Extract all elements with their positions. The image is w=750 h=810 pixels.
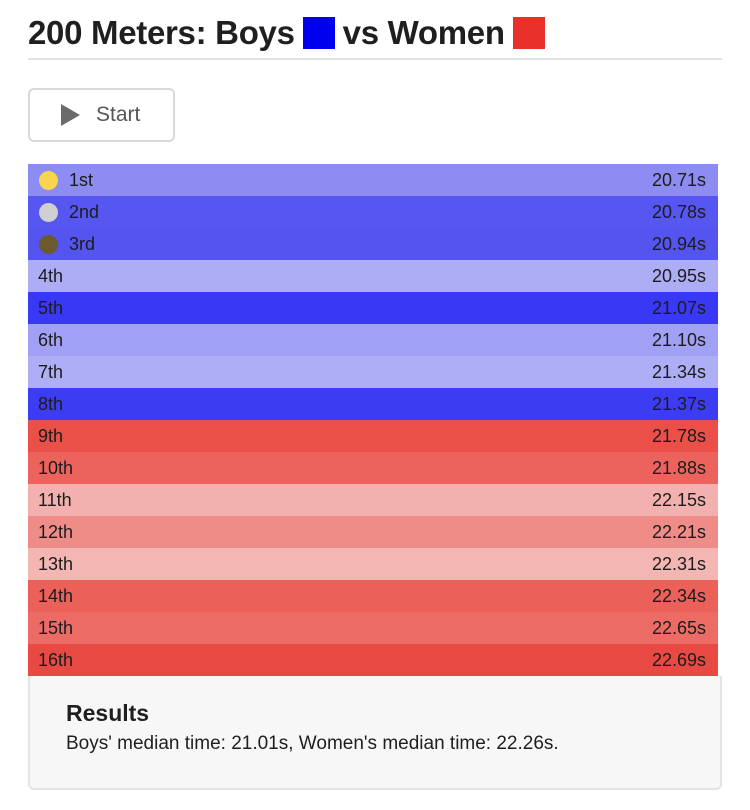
time-label: 20.78s — [651, 201, 706, 222]
race-row: 5th 21.07s — [28, 292, 718, 324]
place-label: 2nd — [69, 201, 100, 222]
race-row-left: 5th — [38, 298, 63, 319]
place-label: 8th — [38, 393, 64, 414]
time-label: 21.34s — [651, 361, 706, 382]
start-button-label: Start — [96, 103, 141, 126]
results-heading: Results — [66, 700, 150, 726]
race-row: 16th 22.69s — [28, 644, 718, 676]
race-row: 8th 21.37s — [28, 388, 718, 420]
place-label: 7th — [38, 361, 64, 382]
place-label: 5th — [38, 297, 64, 318]
time-label: 22.34s — [651, 585, 706, 606]
race-row: 11th 22.15s — [28, 484, 718, 516]
race-row-left: 4th — [38, 266, 63, 287]
race-row: 13th 22.31s — [28, 548, 718, 580]
place-label: 1st — [69, 169, 94, 190]
race-row-left: 10th — [38, 458, 73, 479]
race-row: 6th 21.10s — [28, 324, 718, 356]
place-label: 10th — [38, 457, 74, 478]
time-label: 21.37s — [651, 393, 706, 414]
race-row-left: 12th — [38, 522, 73, 543]
page-header: 200 Meters: Boys vs Women — [28, 8, 722, 60]
time-label: 22.69s — [651, 649, 706, 670]
race-results-list: 1st 20.71s 2nd 20.78s 3rd 20.94s 4th 20.95s 5th 2… — [28, 164, 718, 676]
race-row: 1st 20.71s — [28, 164, 718, 196]
race-row-left: 15th — [38, 618, 73, 639]
place-label: 13th — [38, 553, 74, 574]
title-boys-text: 200 Meters: Boys — [28, 14, 295, 51]
race-row-left: 2nd — [38, 202, 99, 223]
bronze-medal-icon — [39, 234, 58, 254]
race-row-left: 11th — [38, 490, 72, 511]
race-row-left: 9th — [38, 426, 63, 447]
boys-color-swatch — [302, 17, 335, 49]
race-row-left: 8th — [38, 394, 63, 415]
silver-medal-icon — [39, 202, 58, 222]
race-row-left: 7th — [38, 362, 63, 383]
place-label: 12th — [38, 521, 74, 542]
time-label: 22.31s — [651, 553, 706, 574]
place-label: 3rd — [69, 233, 96, 254]
time-label: 21.78s — [651, 425, 706, 446]
race-row: 14th 22.34s — [28, 580, 718, 612]
place-label: 6th — [38, 329, 64, 350]
time-label: 20.95s — [651, 265, 706, 286]
place-label: 15th — [38, 617, 74, 638]
women-color-swatch — [512, 17, 545, 49]
race-row-left: 14th — [38, 586, 73, 607]
time-label: 20.71s — [651, 169, 706, 190]
race-row: 15th 22.65s — [28, 612, 718, 644]
place-label: 16th — [38, 649, 74, 670]
time-label: 21.07s — [651, 297, 706, 318]
place-label: 11th — [38, 489, 72, 510]
race-row: 9th 21.78s — [28, 420, 718, 452]
results-panel: Results Boys' median time: 21.01s, Women… — [28, 676, 722, 790]
race-row-left: 3rd — [38, 234, 95, 255]
place-label: 14th — [38, 585, 74, 606]
race-row: 4th 20.95s — [28, 260, 718, 292]
race-row-left: 6th — [38, 330, 63, 351]
time-label: 21.10s — [651, 329, 706, 350]
title-women-text: vs Women — [342, 14, 505, 51]
time-label: 21.88s — [651, 457, 706, 478]
time-label: 22.65s — [651, 617, 706, 638]
race-row-left: 13th — [38, 554, 73, 575]
place-label: 9th — [38, 425, 64, 446]
race-row: 7th 21.34s — [28, 356, 718, 388]
time-label: 22.15s — [651, 489, 706, 510]
race-row: 3rd 20.94s — [28, 228, 718, 260]
start-button[interactable]: Start — [28, 88, 175, 142]
time-label: 22.21s — [651, 521, 706, 542]
gold-medal-icon — [39, 170, 58, 190]
time-label: 20.94s — [651, 233, 706, 254]
place-label: 4th — [38, 265, 64, 286]
race-row-left: 1st — [38, 170, 93, 191]
results-summary: Boys' median time: 21.01s, Women's media… — [66, 733, 559, 754]
race-row: 2nd 20.78s — [28, 196, 718, 228]
race-row-left: 16th — [38, 650, 73, 671]
race-row: 10th 21.88s — [28, 452, 718, 484]
play-icon — [61, 104, 80, 126]
page-title: 200 Meters: Boys vs Women — [28, 14, 553, 52]
race-row: 12th 22.21s — [28, 516, 718, 548]
